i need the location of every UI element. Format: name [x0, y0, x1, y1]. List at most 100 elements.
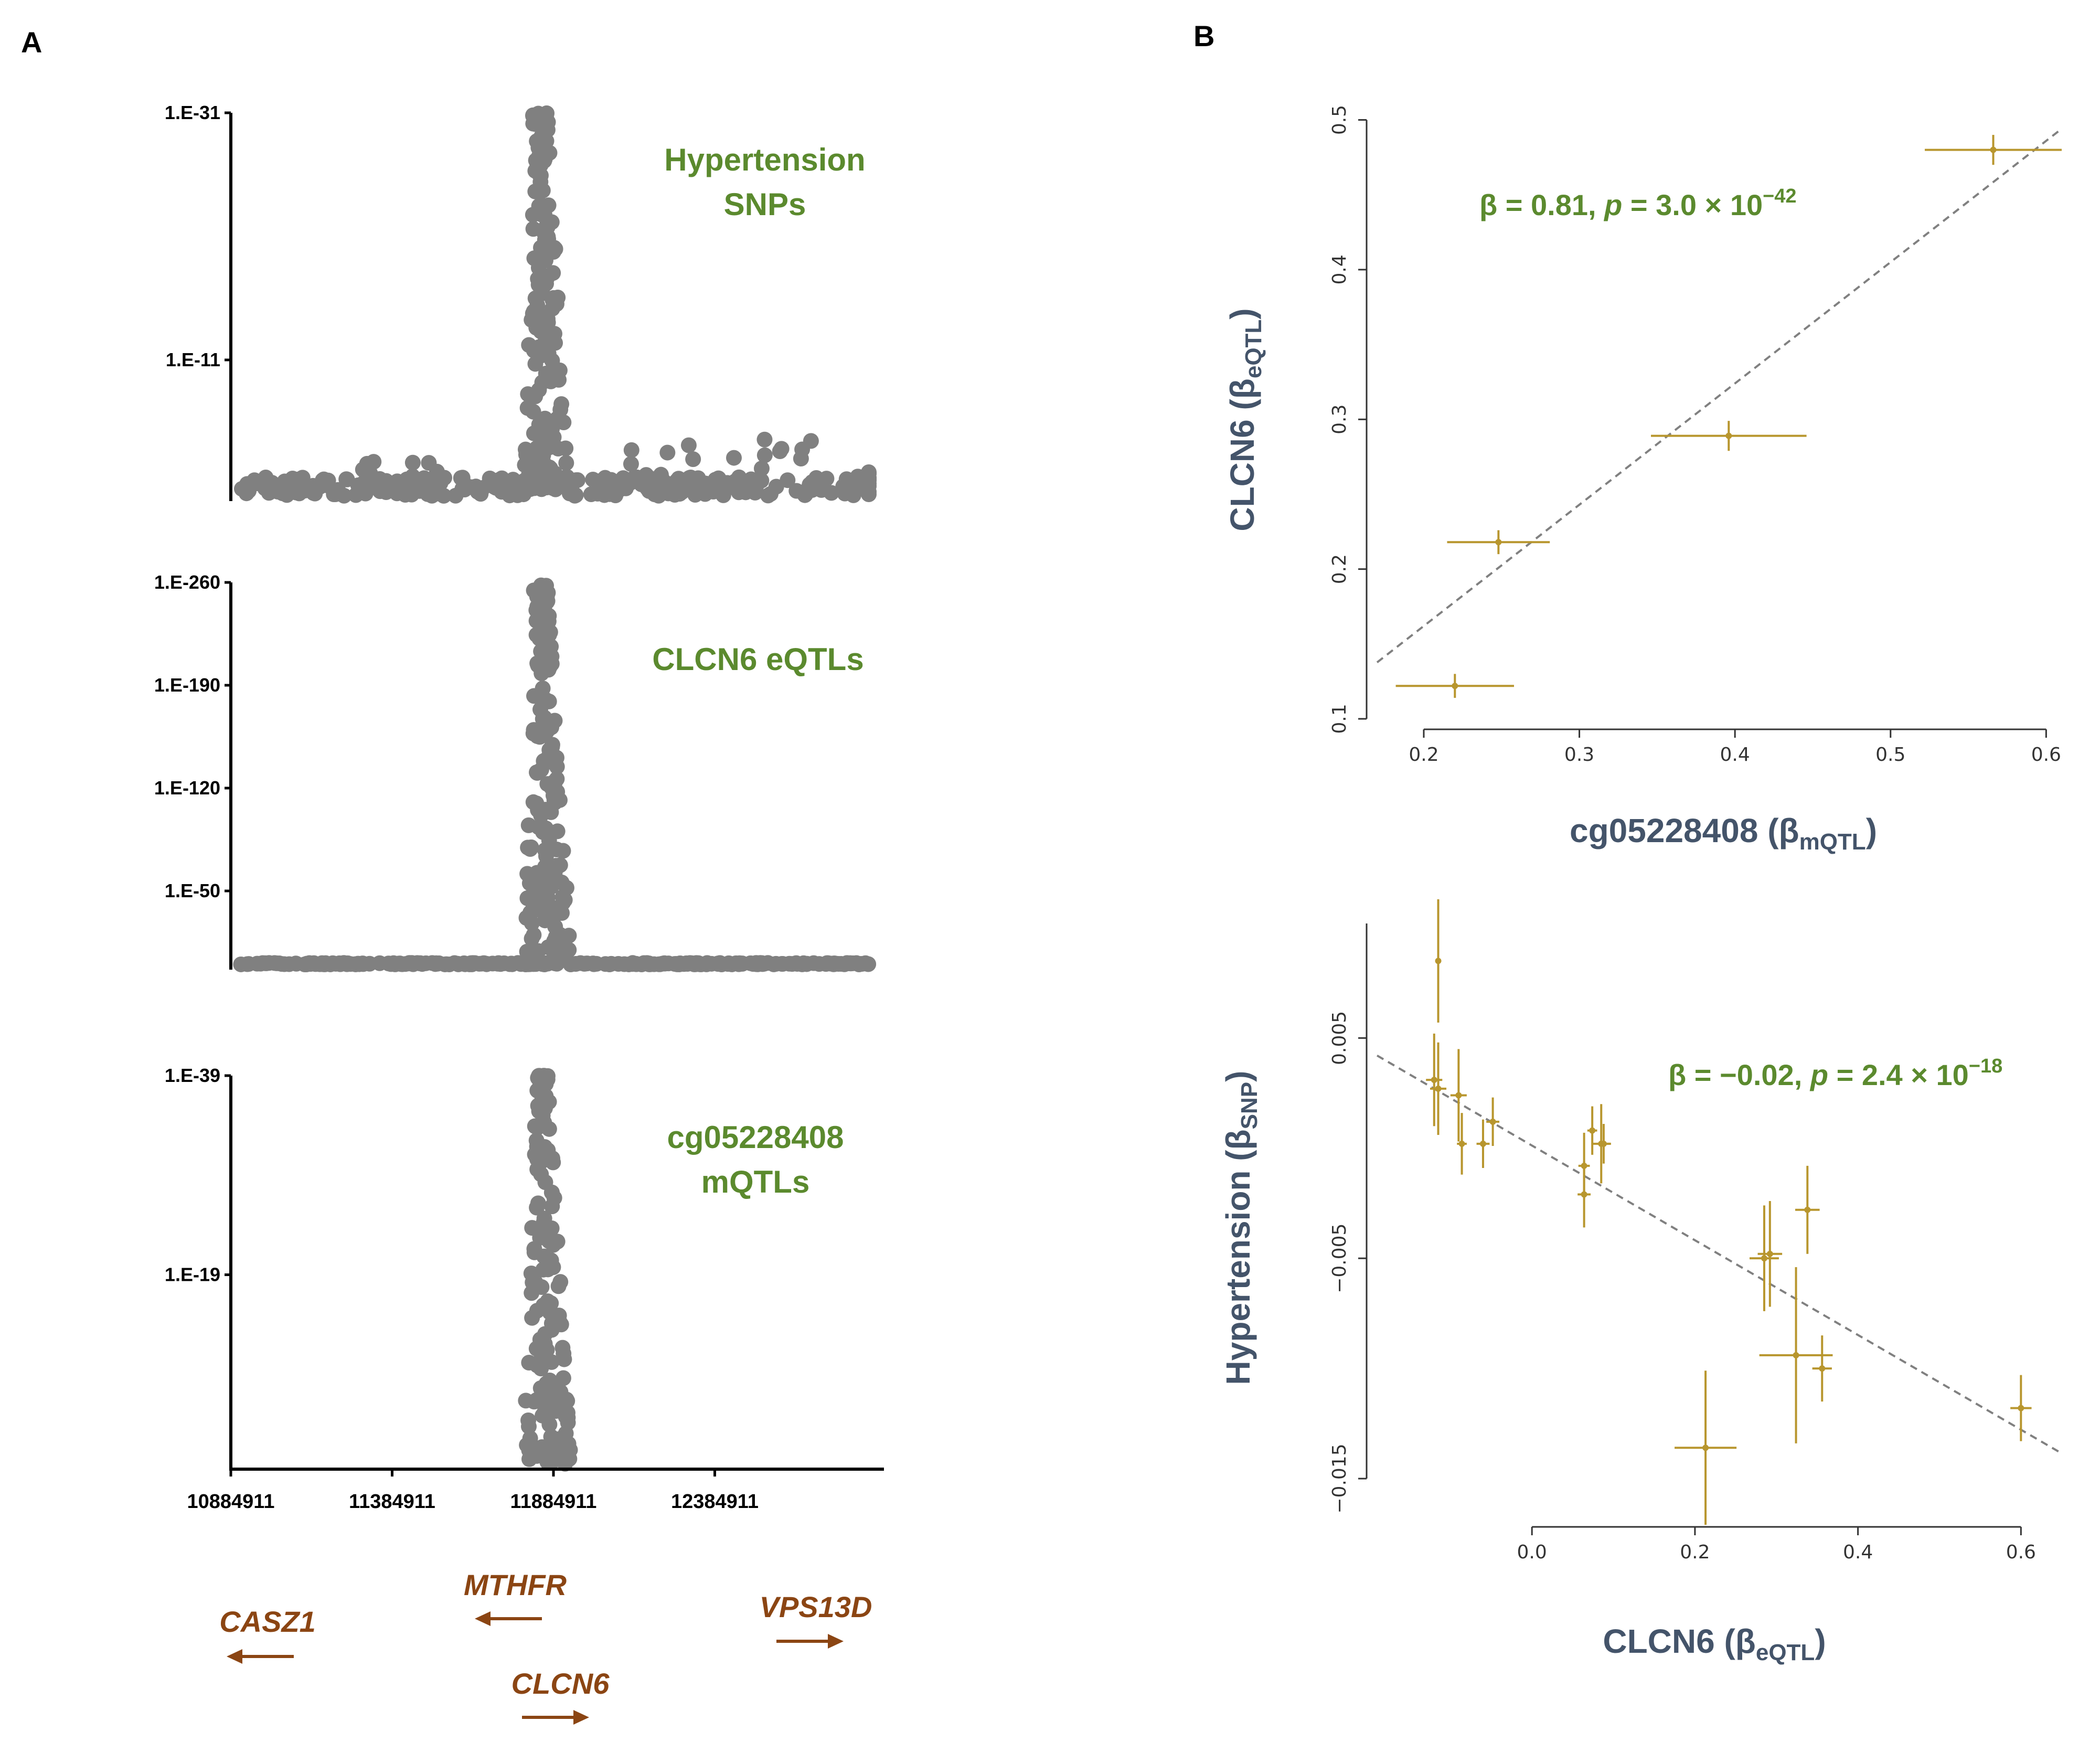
- estimate-point: [1479, 1140, 1486, 1147]
- estimate-point: [1793, 1352, 1799, 1358]
- variant-point: [249, 955, 265, 972]
- variant-point: [366, 454, 382, 470]
- variant-point: [550, 1278, 567, 1294]
- mr-plot-1-x-label: cg05228408 (βmQTL): [1570, 812, 1877, 855]
- variant-point: [823, 485, 839, 501]
- variant-point: [519, 1437, 535, 1453]
- variant-point: [549, 410, 566, 427]
- mr-estimate: [1447, 530, 1550, 555]
- variant-point: [538, 1093, 554, 1110]
- variant-point: [550, 950, 567, 966]
- estimate-point: [2018, 1405, 2024, 1411]
- variant-point: [527, 902, 543, 918]
- variant-point: [557, 892, 573, 908]
- mr-plot-2-points: [1426, 899, 2032, 1525]
- variant-point: [494, 472, 510, 488]
- y-tick-label: 1.E-260: [154, 571, 220, 593]
- variant-point: [623, 442, 639, 458]
- variant-point: [545, 265, 561, 281]
- variant-point: [534, 1279, 550, 1295]
- variant-point: [756, 431, 773, 448]
- mr-plot-2-stat: β = −0.02, p = 2.4 × 10−18: [1668, 1055, 2002, 1091]
- variant-point: [760, 487, 776, 504]
- gene-clcn6: CLCN6: [511, 1667, 610, 1725]
- y-tick-label: 0.2: [1329, 554, 1350, 584]
- variant-point: [338, 471, 355, 487]
- variant-point: [697, 486, 713, 502]
- variant-point: [529, 865, 545, 881]
- estimate-point: [1819, 1365, 1826, 1372]
- estimate-point: [1431, 1077, 1437, 1084]
- variant-point: [397, 487, 413, 503]
- variant-point: [233, 956, 249, 972]
- variant-point: [375, 475, 391, 492]
- variant-point: [543, 1184, 560, 1201]
- y-tick-label: 1.E-39: [165, 1065, 220, 1086]
- mr-estimate: [1486, 1097, 1500, 1146]
- variant-point: [530, 277, 547, 293]
- variant-point: [537, 1336, 553, 1352]
- variant-point: [623, 456, 639, 472]
- estimate-point: [1435, 958, 1442, 964]
- arrowhead-right-icon: [573, 1710, 589, 1725]
- track-0-label-line-2: SNPs: [724, 187, 806, 222]
- variant-point: [541, 145, 558, 161]
- variant-point: [542, 1439, 559, 1455]
- gene-vps13d-label: VPS13D: [760, 1590, 872, 1623]
- variant-point: [861, 486, 877, 503]
- variant-point: [693, 956, 709, 972]
- variant-point: [276, 956, 292, 972]
- variant-point: [294, 470, 311, 486]
- variant-point: [548, 792, 564, 808]
- track-1-points: [233, 577, 877, 972]
- variant-point: [525, 956, 541, 972]
- variant-point: [336, 487, 352, 504]
- variant-point: [850, 469, 866, 485]
- x-tick-label: 10884911: [187, 1491, 275, 1513]
- variant-point: [520, 471, 536, 487]
- x-tick-label: 11384911: [349, 1491, 435, 1513]
- variant-point: [519, 400, 536, 416]
- variant-point: [535, 1407, 551, 1424]
- variant-point: [519, 943, 535, 960]
- variant-point: [517, 457, 533, 473]
- mr-estimate: [1925, 135, 2062, 165]
- variant-point: [555, 843, 571, 859]
- variant-point: [540, 1293, 556, 1309]
- estimate-point: [1600, 1140, 1607, 1147]
- variant-point: [680, 437, 697, 453]
- mr-estimate: [2010, 1375, 2032, 1441]
- mr-plot-1-fit-line: [1376, 128, 2063, 663]
- variant-point: [429, 463, 445, 480]
- y-tick-label: 1.E-19: [165, 1263, 220, 1285]
- mr-estimate: [1587, 1106, 1597, 1155]
- variant-point: [302, 956, 318, 972]
- y-tick-label: 0.3: [1329, 405, 1350, 434]
- variant-point: [534, 442, 550, 458]
- variant-point: [542, 624, 558, 640]
- estimate-point: [1489, 1118, 1496, 1125]
- variant-point: [638, 467, 654, 483]
- mr-plot-1-stat: β = 0.81, p = 3.0 × 10−42: [1479, 185, 1797, 221]
- estimate-point: [1581, 1191, 1587, 1198]
- variant-point: [558, 1425, 574, 1441]
- track-0-label-line-1: Hypertension: [664, 142, 865, 177]
- estimate-point: [1725, 432, 1732, 439]
- y-tick-label: 0.005: [1329, 1011, 1350, 1065]
- y-tick-label: 1.E-11: [166, 349, 220, 370]
- variant-point: [544, 738, 560, 755]
- variant-point: [598, 471, 614, 487]
- gene-mthfr-label: MTHFR: [464, 1568, 567, 1601]
- arrowhead-left-icon: [227, 1649, 242, 1664]
- variant-point: [530, 260, 547, 276]
- x-tick-label: 0.0: [1517, 1542, 1547, 1563]
- y-tick-label: 1.E-190: [154, 674, 220, 696]
- variant-point: [521, 1451, 537, 1467]
- y-tick-label: 0.1: [1329, 704, 1350, 734]
- variant-point: [527, 388, 543, 405]
- mr-plot-1-axes: 0.2 0.3 0.4 0.5 0.6 0.1 0.2 0.3 0.4 0.5: [1329, 105, 2061, 766]
- cg05228408-mqtls-track: 1.E-39 1.E-19 cg05228408 mQTLs: [165, 1065, 844, 1472]
- variant-point: [399, 471, 415, 487]
- variant-point: [578, 955, 594, 972]
- variant-point: [533, 761, 549, 778]
